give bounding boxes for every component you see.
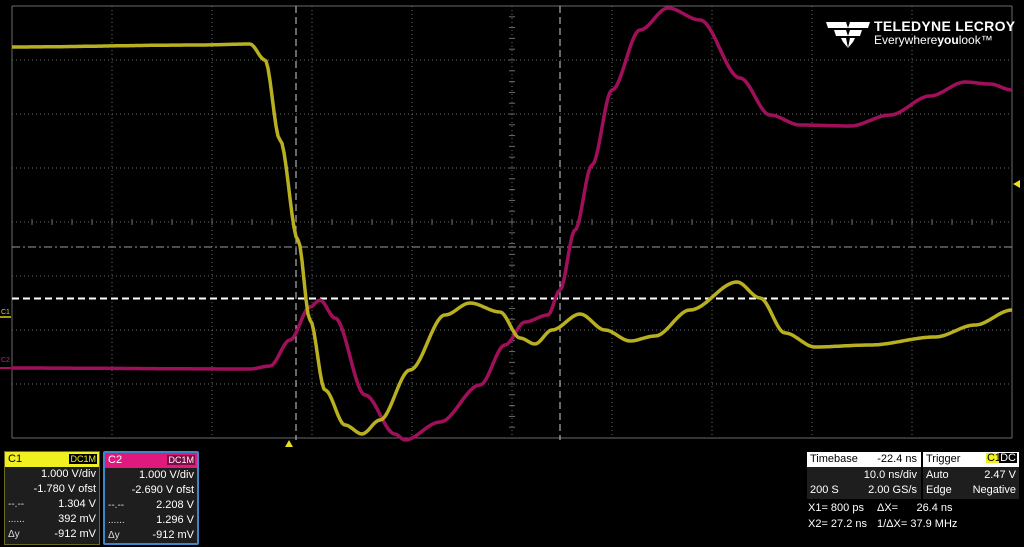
- timebase-samples: 200 S: [810, 484, 839, 496]
- channel-1-name: C1: [8, 453, 23, 465]
- horizontal-cursor-lines[interactable]: [12, 246, 1012, 300]
- channel-1-coupling: DC1M: [69, 454, 97, 464]
- channel-1-cursor1-value: 1.304 V: [58, 498, 96, 510]
- channel-1-offset: -1.780 V ofst: [33, 483, 96, 495]
- trigger-slope: Negative: [972, 484, 1016, 496]
- channel-2-vdiv: 1.000 V/div: [138, 469, 194, 481]
- channel-1-descriptor[interactable]: C1 DC1M 1.000 V/div -1.780 V ofst --.-- 1…: [4, 451, 100, 545]
- delta-y-label: Δy: [8, 529, 20, 540]
- trigger-channel: C1: [985, 452, 1002, 464]
- channel-1-delta-y: -912 mV: [54, 528, 96, 540]
- channel-1-ground-marker[interactable]: C1: [0, 309, 11, 318]
- cursor2-line-label: ......: [8, 514, 25, 525]
- cursor-inverse-delta-x: 1/ΔX= 37.9 MHz: [877, 518, 958, 530]
- channel-2-ground-marker[interactable]: C2: [0, 357, 11, 369]
- trigger-position-marker[interactable]: [285, 440, 293, 447]
- trigger-type: Edge: [926, 484, 952, 496]
- channel-2-descriptor[interactable]: C2 DC1M 1.000 V/div -2.690 V ofst --.-- 2…: [103, 451, 199, 545]
- trigger-level: 2.47 V: [984, 469, 1016, 481]
- channel-2-cursor2-value: 1.296 V: [156, 514, 194, 526]
- c1-marker-label: C1: [1, 309, 10, 316]
- trigger-level-marker[interactable]: [1013, 180, 1020, 188]
- channel-1-cursor2-value: 392 mV: [58, 513, 96, 525]
- timebase-descriptor[interactable]: Timebase -22.4 ns 10.0 ns/div 200 S 2.00…: [807, 452, 921, 499]
- timebase-delay: -22.4 ns: [877, 453, 917, 465]
- vertical-cursor-lines[interactable]: [295, 6, 561, 440]
- lecroy-logo-icon: [826, 22, 870, 48]
- channel-2-delta-y: -912 mV: [152, 529, 194, 541]
- brand-name: TELEDYNE LECROY: [874, 18, 1016, 34]
- timebase-rate: 2.00 GS/s: [868, 484, 917, 496]
- brand-tagline: Everywhereyoulook™: [874, 33, 993, 47]
- graticule: [11, 5, 1013, 439]
- delta-y-label: Δy: [108, 530, 120, 541]
- trigger-descriptor[interactable]: Trigger C1 DC Auto 2.47 V Edge Negative: [923, 452, 1019, 499]
- channel-2-cursor1-value: 2.208 V: [156, 499, 194, 511]
- trigger-coupling: DC: [999, 452, 1017, 464]
- channel-1-trace: [12, 42, 1013, 436]
- teledyne-lecroy-logo: TELEDYNE LECROY Everywhereyoulook™: [826, 18, 1016, 52]
- channel-1-vdiv: 1.000 V/div: [40, 468, 96, 480]
- cursor-delta-x: ΔX= 26.4 ns: [877, 502, 953, 514]
- cursor-x1: X1= 800 ps: [808, 502, 864, 514]
- channel-2-coupling: DC1M: [167, 455, 195, 465]
- cursor-x2: X2= 27.2 ns: [808, 518, 868, 530]
- cursor1-line-label: --.--: [8, 499, 25, 510]
- channel-2-trace: [12, 6, 1013, 442]
- trigger-mode: Auto: [926, 469, 949, 481]
- trigger-label: Trigger: [926, 453, 961, 465]
- c2-marker-label: C2: [1, 357, 10, 364]
- waveform-display[interactable]: C1 C2: [0, 0, 1024, 447]
- channel-2-offset: -2.690 V ofst: [131, 484, 194, 496]
- cursor2-line-label: ......: [108, 515, 125, 526]
- timebase-tdiv: 10.0 ns/div: [863, 469, 917, 481]
- cursor1-line-label: --.--: [108, 500, 125, 511]
- timebase-label: Timebase: [810, 453, 858, 465]
- channel-2-name: C2: [108, 454, 123, 466]
